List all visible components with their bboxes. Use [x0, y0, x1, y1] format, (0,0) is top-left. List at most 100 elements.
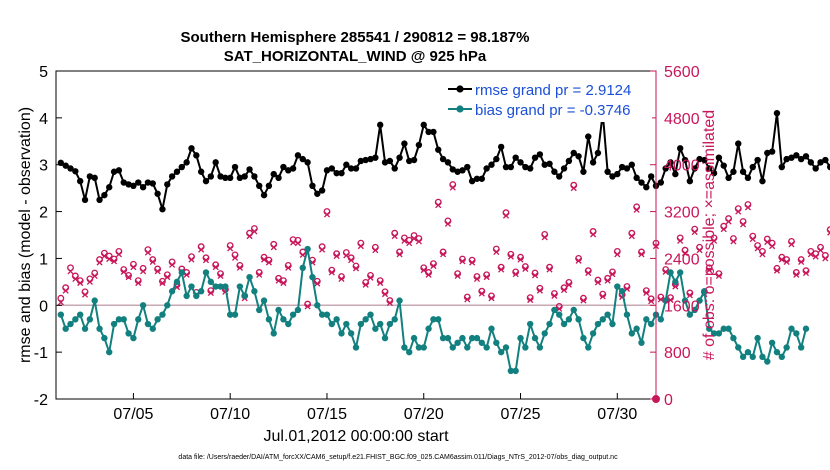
obs-assimilated-point — [735, 208, 742, 215]
bias-point — [333, 316, 340, 323]
rmse-point — [623, 165, 631, 172]
obs-possible-point — [759, 247, 766, 255]
rmse-point — [536, 151, 544, 158]
obs-assimilated-point — [217, 272, 224, 280]
obs-assimilated-point — [512, 271, 519, 278]
obs-assimilated-point — [280, 279, 287, 287]
bias-point — [454, 339, 461, 346]
rmse-point — [76, 177, 84, 185]
bias-point — [483, 344, 490, 351]
chart-title: Southern Hemisphere 285541 / 290812 = 98… — [181, 29, 530, 46]
obs-assimilated-point — [633, 206, 640, 213]
rmse-point — [130, 182, 137, 189]
obs-assimilated-point — [783, 258, 790, 266]
obs-assimilated-point — [251, 228, 258, 235]
bias-point — [541, 330, 548, 337]
bias-point — [536, 344, 544, 351]
obs-possible-point — [57, 294, 65, 302]
obs-assimilated-point — [677, 237, 684, 244]
obs-assimilated-point — [459, 258, 466, 265]
bias-point — [304, 245, 311, 253]
obs-assimilated-point — [67, 268, 74, 275]
rmse-point — [478, 175, 486, 182]
bias-point — [381, 334, 389, 342]
bias-point — [710, 330, 718, 337]
rmse-point — [173, 168, 181, 175]
bias-point — [420, 344, 427, 351]
obs-assimilated-point — [590, 231, 597, 238]
bias-point — [725, 325, 732, 332]
rmse-point — [822, 156, 829, 164]
bias-point — [72, 316, 79, 323]
rmse-point — [318, 187, 326, 194]
bias-point — [459, 334, 466, 342]
obs-assimilated-point — [328, 269, 335, 276]
rmse-point — [686, 177, 694, 185]
chart-subtitle: SAT_HORIZONTAL_WIND @ 925 hPa — [224, 48, 487, 65]
bias-point — [783, 344, 790, 351]
legend-box — [445, 76, 652, 122]
rmse-point — [672, 170, 679, 178]
rmse-point — [773, 109, 781, 117]
rmse-point — [735, 140, 742, 147]
y-axis-label-right: # of obs: o=possible; ×=assimilated — [701, 110, 718, 360]
bias-point — [309, 273, 316, 281]
bias-point — [401, 344, 408, 351]
bias-point — [793, 330, 800, 337]
rmse-point — [338, 169, 345, 177]
obs-assimilated-point — [706, 267, 713, 274]
rmse-point — [618, 163, 626, 171]
bias-point — [328, 320, 336, 328]
bias-point — [343, 320, 350, 328]
obs-assimilated-point — [522, 265, 529, 273]
obs-assimilated-point — [246, 233, 253, 240]
bias-point — [280, 316, 287, 323]
obs-possible-point — [768, 239, 776, 247]
rmse-point — [231, 163, 239, 171]
rmse-point — [401, 140, 408, 147]
obs-assimilated-point — [115, 251, 122, 258]
obs-assimilated-point — [96, 259, 103, 266]
bias-point — [522, 344, 529, 351]
rmse-point — [154, 190, 161, 197]
rmse-point — [638, 179, 645, 186]
bias-point — [594, 320, 602, 328]
rmse-point — [493, 155, 500, 163]
obs-assimilated-point — [236, 264, 243, 271]
bias-point — [802, 325, 810, 332]
bias-point — [773, 348, 781, 356]
rmse-point — [449, 166, 456, 173]
bias-point — [512, 367, 519, 375]
obs-assimilated-point — [662, 268, 669, 275]
rmse-point — [106, 184, 113, 191]
rmse-point — [609, 173, 616, 180]
obs-assimilated-point — [130, 264, 137, 271]
rmse-point — [207, 173, 215, 180]
obs-assimilated-point — [822, 255, 829, 262]
rmse-point — [556, 173, 563, 180]
bias-point — [667, 269, 674, 276]
obs-possible-point — [788, 237, 795, 245]
legend-rmse-label: rmse grand pr = 2.9124 — [475, 82, 631, 99]
rmse-point — [551, 168, 558, 175]
obs-assimilated-point — [415, 238, 422, 245]
right-tick-label: 1600 — [664, 298, 700, 315]
rmse-point — [531, 154, 539, 161]
rmse-point — [647, 173, 655, 180]
bias-point — [415, 344, 423, 351]
obs-assimilated-point — [198, 246, 205, 253]
rmse-point — [251, 173, 258, 180]
rmse-point — [159, 206, 166, 213]
obs-assimilated-point — [111, 258, 118, 265]
left-axis: -2 -1 0 1 2 3 4 5 — [34, 64, 62, 409]
obs-assimilated-point — [299, 251, 306, 258]
rmse-point — [396, 154, 403, 161]
bias-point — [391, 316, 398, 323]
rmse-point — [362, 156, 369, 164]
bias-point — [265, 316, 273, 323]
rmse-point — [178, 163, 186, 171]
obs-assimilated-point — [493, 248, 500, 256]
rmse-point — [164, 181, 171, 188]
right-axis: 0 800 1600 2400 3200 4000 4800 5600 — [650, 64, 700, 409]
bias-point — [439, 334, 447, 342]
